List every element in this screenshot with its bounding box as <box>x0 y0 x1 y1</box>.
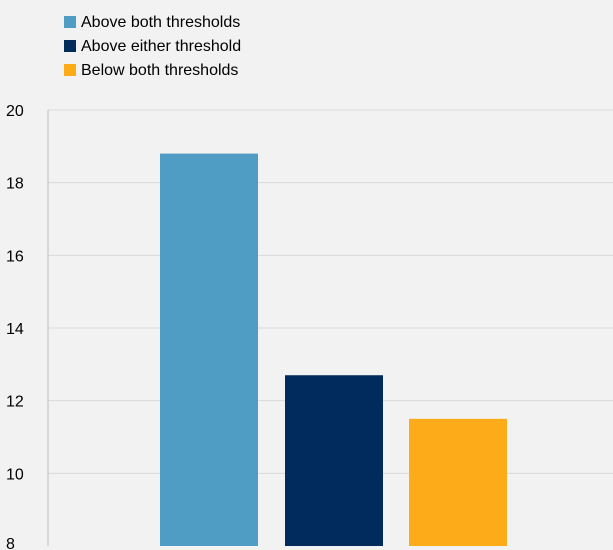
legend-entry: Above both thresholds <box>81 14 240 31</box>
y-tick-label: 20 <box>6 103 24 120</box>
legend: Above both thresholds Above either thresh… <box>64 14 241 79</box>
gridlines <box>48 109 613 474</box>
y-axis-ticks: 8 10 12 14 16 18 20 <box>6 103 24 550</box>
bar-3 <box>409 418 507 546</box>
legend-entry: Below both thresholds <box>81 62 238 79</box>
bar-2 <box>285 375 383 546</box>
y-tick-label: 12 <box>6 394 24 411</box>
legend-entry: Above either threshold <box>81 38 241 55</box>
y-tick-label: 10 <box>6 466 24 483</box>
legend-swatch <box>64 64 76 76</box>
y-tick-label: 16 <box>6 248 24 265</box>
legend-swatch <box>64 16 76 28</box>
y-tick-label: 8 <box>6 536 15 550</box>
bar-1 <box>160 153 258 546</box>
bars <box>160 153 507 546</box>
y-tick-label: 18 <box>6 176 24 193</box>
legend-swatch <box>64 40 76 52</box>
y-tick-label: 14 <box>6 321 24 338</box>
